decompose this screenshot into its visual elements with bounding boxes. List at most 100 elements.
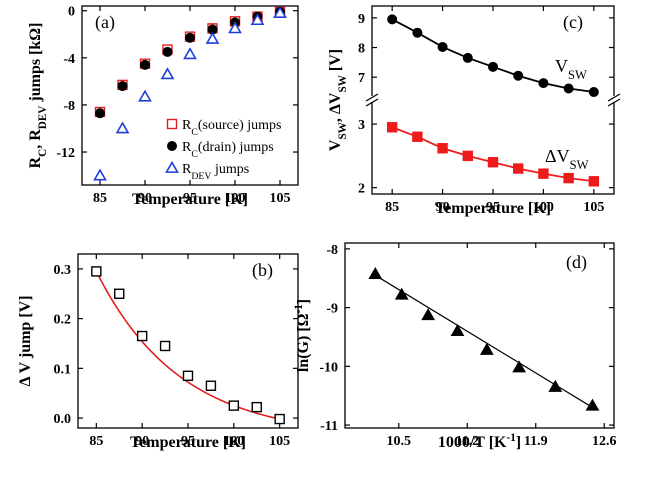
x-tick-label: 95 <box>486 200 500 215</box>
axis-break-mark <box>365 93 379 102</box>
data-point <box>513 163 524 174</box>
data-point <box>563 83 574 94</box>
y-tick-label: 0.2 <box>54 313 72 328</box>
data-point <box>488 61 498 72</box>
x-axis-label: Temperature [K] <box>130 434 246 451</box>
legend-entry: RC(drain) jumps <box>182 140 274 160</box>
chart-panel-c: 85 90 95 100 105 7 8 9 2 3 (c) VSW ΔVSW Temperature [… <box>327 5 621 217</box>
axis-break-mark <box>607 98 621 107</box>
y-tick-label: -11 <box>320 419 338 434</box>
y-tick-label: -9 <box>326 302 338 317</box>
plot-frame <box>77 253 299 429</box>
legend-entry: RDEV jumps <box>182 162 249 182</box>
y-tick-label: -4 <box>63 52 75 67</box>
y-tick-label: 8 <box>358 42 365 57</box>
series-annotation: ΔVSW <box>545 146 589 172</box>
data-point <box>138 89 152 102</box>
data-point <box>162 46 173 57</box>
data-point <box>136 330 148 342</box>
chart-panel-b: 85 90 95 100 105 0.0 0.1 0.2 0.3 (b) Temperature [… <box>17 253 299 451</box>
y-tick-label: 2 <box>358 182 365 197</box>
x-tick-label: 90 <box>436 200 450 215</box>
data-point <box>588 87 599 98</box>
axis-break-mark <box>607 93 621 102</box>
data-point <box>437 41 448 52</box>
x-tick-label: 90 <box>138 191 152 206</box>
panel-label: (d) <box>566 252 587 273</box>
y-axis-label: Δ V jump [V] <box>17 295 34 386</box>
data-point <box>117 81 128 92</box>
x-tick-label: 100 <box>533 200 554 215</box>
data-point <box>140 59 150 70</box>
y-tick-label: -10 <box>319 360 338 375</box>
x-tick-label: 85 <box>385 200 399 215</box>
data-point <box>185 32 195 43</box>
chart-panel-a: 85 90 95 100 105 0 -4 -8 -12 (a) Temperature [K] RC… <box>27 5 299 208</box>
x-tick-label: 85 <box>93 191 107 206</box>
legend-entry: RC(source) jumps <box>182 118 281 138</box>
panel-label: (a) <box>95 12 115 33</box>
data-point <box>368 267 383 280</box>
data-point <box>205 380 217 391</box>
data-point <box>159 340 171 352</box>
data-point <box>387 14 398 25</box>
data-point <box>114 288 125 299</box>
axis-break-gap <box>607 96 621 102</box>
data-point <box>160 67 175 80</box>
y-tick-label: 3 <box>358 118 365 133</box>
data-point <box>538 78 549 89</box>
data-point <box>588 176 600 187</box>
axis-break-mark <box>365 98 379 107</box>
panel-label: (b) <box>252 260 273 281</box>
x-tick-label: 100 <box>225 191 246 206</box>
data-point <box>487 157 499 168</box>
legend-marker <box>165 160 179 173</box>
y-axis-label: RC, RDEV jumps [kΩ] <box>27 23 49 169</box>
y-tick-label: 9 <box>358 12 365 27</box>
x-tick-label: 90 <box>135 434 149 449</box>
fit-line <box>375 274 593 408</box>
y-tick-label: 0.1 <box>54 362 72 377</box>
x-tick-label: 105 <box>583 200 604 215</box>
y-tick-label: -12 <box>56 146 75 161</box>
data-point <box>437 143 448 154</box>
data-point <box>538 168 549 179</box>
data-point <box>462 52 473 63</box>
x-tick-label: 95 <box>183 191 197 206</box>
data-point <box>93 168 107 181</box>
y-tick-label: 7 <box>358 71 365 86</box>
data-point <box>273 5 287 18</box>
x-tick-label: 95 <box>181 434 195 449</box>
data-point <box>91 266 102 277</box>
fit-curve <box>95 271 280 420</box>
data-point <box>450 323 465 337</box>
data-point <box>228 21 242 34</box>
data-point <box>386 122 398 133</box>
x-tick-label: 100 <box>223 434 244 449</box>
chart-panel-d: 10.5 11.2 11.9 12.6 -8 -9 -10 -11 (d) 1000/T [K-1… <box>293 242 617 451</box>
data-point <box>548 379 563 392</box>
y-tick-label: -8 <box>326 243 338 258</box>
data-point <box>513 70 524 81</box>
x-tick-label: 11.2 <box>455 434 479 449</box>
x-tick-label: 12.6 <box>592 434 617 449</box>
axis-break-gap <box>365 96 379 102</box>
data-point <box>462 150 473 162</box>
data-point <box>115 121 130 134</box>
x-tick-label: 105 <box>270 191 291 206</box>
legend-marker <box>167 141 177 151</box>
data-point <box>251 401 262 413</box>
y-tick-label: 0.0 <box>54 412 72 427</box>
y-axis-label: ln(G) [Ω-1] <box>293 299 312 372</box>
data-point <box>274 413 285 425</box>
x-tick-label: 105 <box>269 434 290 449</box>
data-point <box>182 370 194 381</box>
x-tick-label: 10.5 <box>387 434 412 449</box>
panel-label: (c) <box>563 12 583 33</box>
data-point <box>250 13 265 26</box>
data-point <box>394 287 409 300</box>
data-point <box>512 360 526 373</box>
data-point <box>563 172 574 184</box>
y-axis-label: VSW, ΔVSW [V] <box>327 49 349 151</box>
